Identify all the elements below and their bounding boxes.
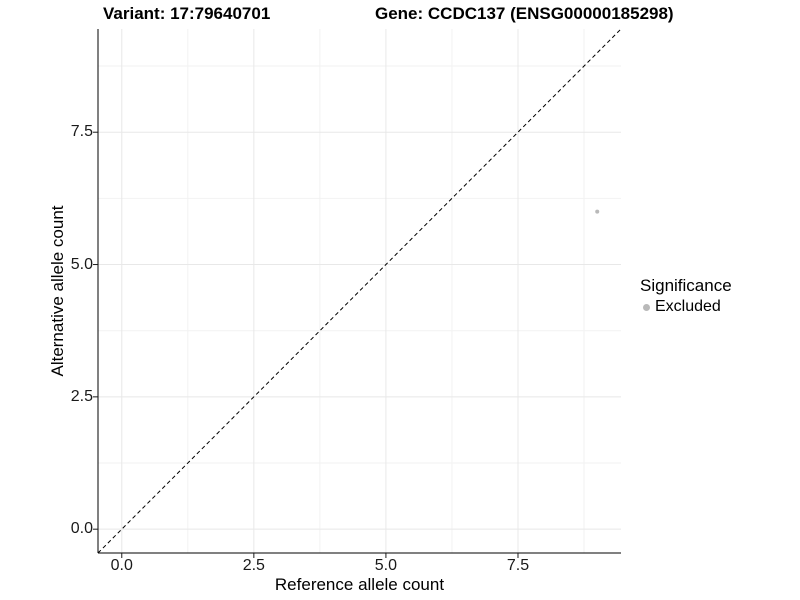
y-tick-label: 5.0 [70,255,93,273]
data-point [595,209,600,214]
plot-title-variant: Variant: 17:79640701 [103,4,271,23]
x-tick-label: 0.0 [110,557,133,574]
x-tick-label: 2.5 [242,557,265,574]
x-tick-label: 5.0 [374,557,398,574]
legend-item-label: Excluded [655,298,721,315]
y-axis-title: Alternative allele count [48,205,67,377]
y-tick-label: 2.5 [70,387,93,405]
plot-title-gene: Gene: CCDC137 (ENSG00000185298) [375,4,674,23]
x-axis-title: Reference allele count [274,575,445,594]
y-tick-label: 0.0 [70,520,93,538]
y-tick-label: 7.5 [70,123,93,141]
x-tick-label: 7.5 [506,557,530,574]
legend-point-swatch-icon [643,303,650,311]
legend: Significance Excluded [640,276,732,316]
identity-line [97,28,622,554]
legend-title: Significance [640,276,732,295]
legend-item-excluded: Excluded [640,298,732,316]
